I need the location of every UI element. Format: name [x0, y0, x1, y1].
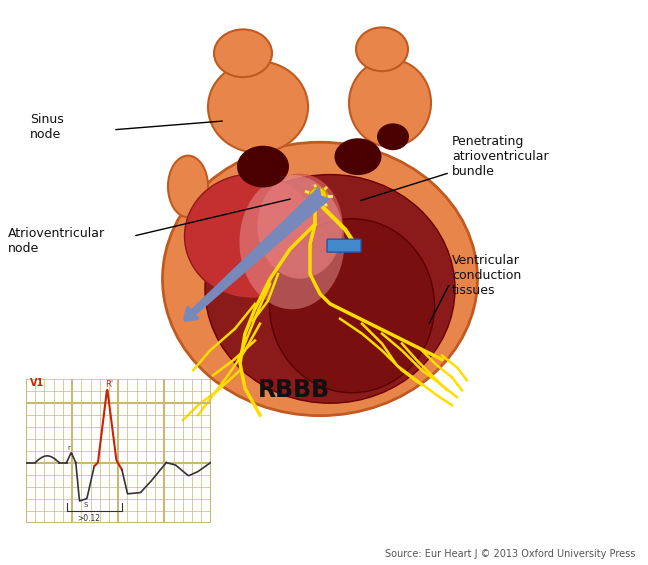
- Ellipse shape: [270, 219, 435, 393]
- Ellipse shape: [208, 61, 308, 153]
- Ellipse shape: [185, 174, 319, 298]
- Ellipse shape: [240, 175, 345, 309]
- Text: Source: Eur Heart J © 2013 Oxford University Press: Source: Eur Heart J © 2013 Oxford Univer…: [385, 549, 635, 559]
- Text: r: r: [67, 445, 71, 451]
- Text: Sinus
node: Sinus node: [30, 113, 64, 141]
- Text: RBBB: RBBB: [258, 379, 330, 402]
- Ellipse shape: [377, 123, 409, 150]
- Ellipse shape: [349, 59, 431, 147]
- Text: Medscape: Medscape: [8, 5, 110, 23]
- Text: V1: V1: [30, 378, 44, 388]
- Circle shape: [309, 188, 327, 205]
- Ellipse shape: [163, 142, 478, 416]
- Text: R': R': [106, 380, 113, 389]
- Text: >0.12: >0.12: [78, 514, 100, 523]
- Ellipse shape: [257, 174, 343, 279]
- Ellipse shape: [168, 156, 208, 218]
- Ellipse shape: [356, 28, 408, 71]
- Ellipse shape: [237, 146, 289, 188]
- Text: Ventricular
conduction
tissues: Ventricular conduction tissues: [452, 254, 521, 297]
- Text: S: S: [83, 502, 87, 508]
- Ellipse shape: [205, 175, 455, 403]
- Text: Atrioventricular
node: Atrioventricular node: [8, 227, 105, 255]
- Text: Penetrating
atrioventricular
bundle: Penetrating atrioventricular bundle: [452, 135, 549, 178]
- Ellipse shape: [334, 138, 382, 175]
- Ellipse shape: [214, 29, 272, 77]
- FancyBboxPatch shape: [327, 239, 361, 252]
